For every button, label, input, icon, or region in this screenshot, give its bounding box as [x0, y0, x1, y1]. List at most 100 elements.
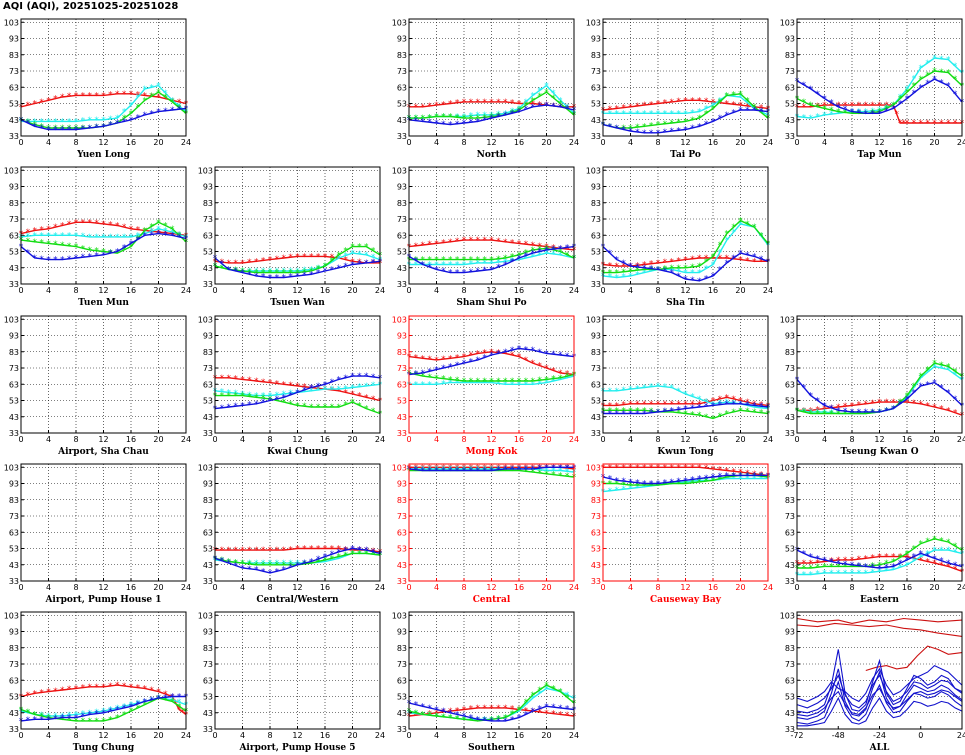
- series-marker-green: *: [421, 467, 426, 477]
- x-tick-label: 4: [240, 286, 245, 295]
- series-marker-cyan: *: [240, 559, 245, 569]
- series-marker-cyan: *: [427, 380, 432, 390]
- series-marker-cyan: *: [371, 381, 376, 391]
- series-marker-cyan: *: [608, 487, 613, 497]
- series-marker-green: *: [455, 714, 460, 724]
- series-marker-blue: *: [26, 119, 31, 129]
- series-marker-blue: *: [670, 478, 675, 488]
- series-marker-red: *: [434, 709, 439, 719]
- series-marker-red: *: [628, 400, 633, 410]
- series-marker-green: *: [912, 545, 917, 555]
- series-marker-cyan: *: [752, 475, 757, 485]
- series-marker-red: *: [822, 405, 827, 415]
- series-marker-cyan: *: [149, 227, 154, 237]
- y-tick-label: 93: [397, 332, 407, 341]
- series-marker-blue: *: [565, 104, 570, 114]
- y-tick-label: 63: [9, 380, 19, 389]
- series-marker-red: *: [81, 218, 86, 228]
- series-marker-green: *: [129, 243, 134, 253]
- series-marker-blue: *: [60, 714, 65, 724]
- series-marker-green: *: [81, 717, 86, 727]
- series-marker-green: *: [275, 269, 280, 279]
- y-tick-label: 83: [203, 496, 213, 505]
- series-marker-red: *: [829, 404, 834, 414]
- x-tick-label: 0: [794, 583, 799, 592]
- series-marker-blue: *: [503, 465, 508, 475]
- series-marker-red: *: [919, 400, 924, 410]
- series-marker-cyan: *: [745, 222, 750, 232]
- series-marker-cyan: *: [26, 709, 31, 719]
- series-marker-red: *: [925, 558, 930, 568]
- series-marker-blue: *: [704, 402, 709, 412]
- series-marker-blue: *: [551, 102, 556, 112]
- series-marker-green: *: [731, 408, 736, 418]
- series-marker-green: *: [434, 712, 439, 722]
- series-marker-red: *: [67, 92, 72, 102]
- panel-southern: * * * * * * * * * * * * * * * * * * * * * * * * ** * * * * * * * * * * * * * *…: [392, 611, 579, 753]
- series-marker-green: *: [565, 105, 570, 115]
- series-marker-red: *: [143, 684, 148, 694]
- series-marker-red: *: [608, 401, 613, 411]
- series-line-cyan: [409, 252, 575, 266]
- series-marker-blue: *: [649, 409, 654, 419]
- series-marker-cyan: *: [302, 388, 307, 398]
- series-marker-cyan: *: [621, 109, 626, 119]
- series-marker-green: *: [503, 467, 508, 477]
- series-marker-cyan: *: [939, 55, 944, 65]
- series-marker-blue: *: [316, 555, 321, 565]
- y-tick-label: 53: [785, 693, 795, 702]
- series-marker-red: *: [67, 220, 72, 230]
- panel-title: Tai Po: [670, 150, 701, 160]
- series-marker-red: *: [843, 556, 848, 566]
- series-marker-red: *: [676, 97, 681, 107]
- series-marker-green: *: [26, 237, 31, 247]
- series-marker-blue: *: [558, 103, 563, 113]
- series-marker-green: *: [809, 564, 814, 574]
- series-marker-red: *: [953, 409, 958, 419]
- series-marker-green: *: [809, 410, 814, 420]
- series-marker-red: *: [357, 546, 362, 556]
- series-marker-red: *: [343, 388, 348, 398]
- series-marker-cyan: *: [441, 713, 446, 723]
- y-tick-label: 63: [591, 380, 601, 389]
- x-tick-label: 8: [849, 138, 854, 147]
- series-marker-red: *: [302, 252, 307, 262]
- series-marker-red: *: [558, 244, 563, 254]
- panel-title: Kwai Chung: [267, 447, 329, 457]
- y-tick-label: 93: [9, 35, 19, 44]
- series-marker-blue: *: [642, 410, 647, 420]
- series-marker-green: *: [690, 410, 695, 420]
- series-marker-green: *: [829, 562, 834, 572]
- series-marker-blue: *: [302, 386, 307, 396]
- series-marker-blue: *: [496, 113, 501, 123]
- series-marker-red: *: [503, 238, 508, 248]
- series-marker-green: *: [537, 376, 542, 386]
- series-marker-blue: *: [822, 556, 827, 566]
- series-marker-green: *: [288, 561, 293, 571]
- series-marker-blue: *: [496, 466, 501, 476]
- series-marker-blue: *: [946, 559, 951, 569]
- series-marker-green: *: [39, 239, 44, 249]
- series-marker-cyan: *: [537, 689, 542, 699]
- series-line-blue: [408, 466, 574, 472]
- series-marker-cyan: *: [441, 379, 446, 389]
- series-marker-cyan: *: [414, 710, 419, 720]
- series-marker-red: *: [476, 349, 481, 359]
- series-marker-blue: *: [829, 404, 834, 414]
- series-marker-cyan: *: [738, 93, 743, 103]
- series-marker-red: *: [414, 242, 419, 252]
- series-marker-red: *: [254, 377, 259, 387]
- series-marker-green: *: [434, 467, 439, 477]
- series-marker-cyan: *: [656, 382, 661, 392]
- y-tick-label: 73: [9, 512, 19, 521]
- series-line-cyan: [797, 549, 963, 576]
- series-marker-cyan: *: [156, 82, 161, 92]
- series-marker-blue: *: [302, 271, 307, 281]
- series-marker-green: *: [227, 392, 232, 402]
- series-marker-green: *: [524, 248, 529, 258]
- series-marker-blue: *: [864, 408, 869, 418]
- series-marker-green: *: [149, 222, 154, 232]
- y-tick-label: 63: [397, 676, 407, 685]
- series-marker-green: *: [725, 91, 730, 101]
- series-marker-green: *: [39, 712, 44, 722]
